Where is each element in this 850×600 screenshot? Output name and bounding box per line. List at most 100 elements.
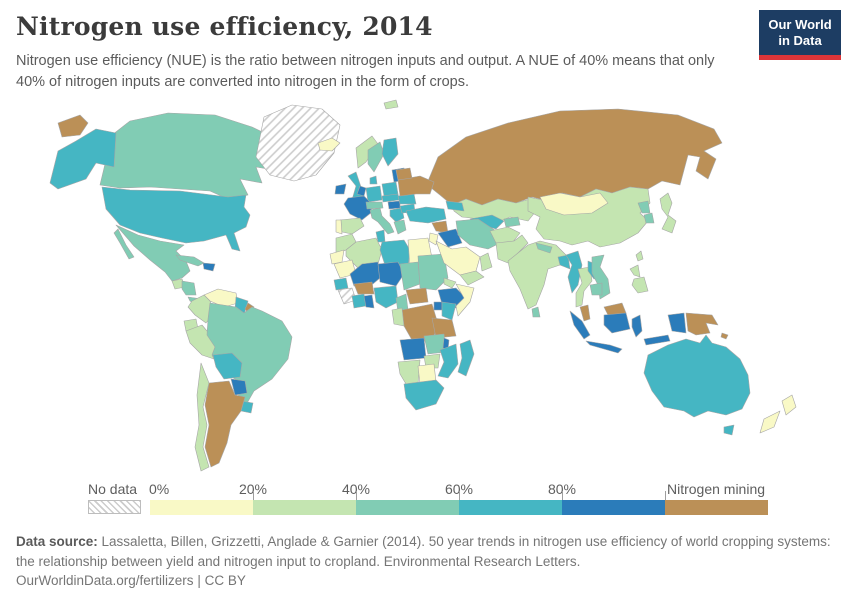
country-gabon-congo[interactable]: gabon-congo xyxy=(391,307,405,327)
country-belarus[interactable]: belarus xyxy=(395,167,413,181)
country-honduras-nicaragua[interactable]: honduras-nicaragua xyxy=(181,280,197,296)
country-western-sahara[interactable]: western-sahara xyxy=(329,249,345,265)
country-taiwan[interactable]: taiwan xyxy=(635,250,644,262)
country-iran[interactable]: iran xyxy=(455,218,501,250)
country-tunisia[interactable]: tunisia xyxy=(375,229,386,243)
country-iraq[interactable]: iraq xyxy=(437,228,463,248)
country-saudi-arabia[interactable]: saudi-arabia xyxy=(435,240,481,276)
country-pakistan[interactable]: pakistan xyxy=(495,234,529,264)
country-oman[interactable]: oman xyxy=(479,252,493,272)
country-russia[interactable]: russia xyxy=(427,108,723,206)
country-kazakhstan[interactable]: kazakhstan xyxy=(451,198,537,224)
owid-url-link[interactable]: OurWorldinData.org/fertilizers xyxy=(16,573,194,589)
country-paraguay[interactable]: paraguay xyxy=(230,378,248,396)
country-chad[interactable]: chad xyxy=(399,261,421,291)
country-hispaniola[interactable]: hispaniola xyxy=(202,262,216,272)
country-mexico[interactable]: mexico xyxy=(115,224,191,282)
legend-segment-60-80[interactable] xyxy=(459,500,562,515)
country-nepal[interactable]: nepal xyxy=(535,242,553,254)
country-cambodia[interactable]: cambodia xyxy=(589,282,603,296)
country-tasmania[interactable]: tasmania xyxy=(723,424,735,436)
legend-segment-0-20[interactable] xyxy=(150,500,253,515)
country-portugal[interactable]: portugal xyxy=(335,219,343,235)
country-caucasus[interactable]: caucasus xyxy=(445,200,465,212)
country-mozambique[interactable]: mozambique xyxy=(437,343,459,379)
country-somalia[interactable]: somalia xyxy=(455,283,475,317)
country-new-zealand-south[interactable]: new-zealand-south xyxy=(759,410,781,434)
country-spain[interactable]: spain xyxy=(339,217,365,235)
country-japan[interactable]: japan xyxy=(659,192,677,234)
country-brazil[interactable]: brazil xyxy=(206,302,293,406)
country-indonesia-borneo[interactable]: indonesia-borneo xyxy=(603,312,631,334)
country-burkina-faso[interactable]: burkina-faso xyxy=(353,281,375,295)
country-greenland[interactable]: greenland xyxy=(255,104,341,182)
country-denmark[interactable]: denmark xyxy=(369,175,378,185)
country-kyrgyzstan-tajikistan[interactable]: kyrgyzstan-tajikistan xyxy=(503,216,521,228)
country-madagascar[interactable]: madagascar xyxy=(457,339,475,377)
country-indonesia-lesser-sunda[interactable]: indonesia-lesser-sunda xyxy=(643,334,671,346)
owid-logo[interactable]: Our World in Data xyxy=(759,10,841,60)
country-iceland[interactable]: iceland xyxy=(317,137,341,152)
country-namibia[interactable]: namibia xyxy=(397,359,421,385)
country-bangladesh[interactable]: bangladesh xyxy=(557,254,571,270)
country-united-kingdom[interactable]: united-kingdom xyxy=(347,171,365,201)
country-angola[interactable]: angola xyxy=(399,337,427,361)
legend-segment-20-40[interactable] xyxy=(253,500,356,515)
country-argentina[interactable]: argentina xyxy=(204,380,246,468)
country-papua-new-guinea[interactable]: papua-new-guinea xyxy=(685,312,719,336)
country-united-states[interactable]: united-states xyxy=(101,186,251,252)
country-svalbard[interactable]: svalbard xyxy=(383,99,399,110)
country-philippines-luzon[interactable]: philippines-luzon xyxy=(629,264,641,278)
country-mongolia[interactable]: mongolia xyxy=(539,192,609,216)
country-jordan-israel[interactable]: jordan-israel xyxy=(428,232,439,246)
country-ukraine[interactable]: ukraine xyxy=(397,175,435,197)
country-indonesia-sumatra[interactable]: indonesia-sumatra xyxy=(569,310,591,340)
country-solomon-islands[interactable]: solomon-islands xyxy=(720,332,729,340)
country-turkey[interactable]: turkey xyxy=(405,206,447,224)
country-poland[interactable]: poland xyxy=(381,181,399,197)
country-eritrea-djibouti[interactable]: eritrea-djibouti xyxy=(443,277,457,289)
country-philippines-south[interactable]: philippines-south xyxy=(631,276,649,294)
country-algeria[interactable]: algeria xyxy=(345,237,383,271)
country-finland[interactable]: finland xyxy=(381,137,399,167)
country-cuba[interactable]: cuba xyxy=(175,254,205,267)
country-chile[interactable]: chile xyxy=(194,362,210,472)
country-greece[interactable]: greece xyxy=(393,219,407,235)
legend-no-data-swatch[interactable] xyxy=(88,500,141,514)
country-senegal[interactable]: senegal xyxy=(333,277,349,291)
country-afghanistan[interactable]: afghanistan xyxy=(489,226,521,244)
country-yemen[interactable]: yemen xyxy=(459,270,485,286)
country-france[interactable]: france xyxy=(343,195,373,221)
legend-segment-80-100[interactable] xyxy=(562,500,665,515)
country-malaysia-peninsula[interactable]: malaysia-peninsula xyxy=(579,304,591,322)
country-hungary[interactable]: hungary xyxy=(387,200,401,210)
country-nigeria[interactable]: nigeria xyxy=(373,285,399,309)
country-north-korea[interactable]: north-korea xyxy=(637,200,651,214)
country-ghana[interactable]: ghana xyxy=(363,294,375,309)
country-italy[interactable]: italy xyxy=(369,207,395,235)
country-australia[interactable]: australia xyxy=(643,334,751,418)
country-ireland[interactable]: ireland xyxy=(334,183,347,195)
country-sudan[interactable]: sudan xyxy=(417,253,449,291)
country-south-korea[interactable]: south-korea xyxy=(643,212,655,224)
country-russia-chukotka[interactable]: russia-chukotka xyxy=(57,114,89,138)
country-balkans[interactable]: balkans xyxy=(389,207,405,223)
country-austria-switzerland[interactable]: austria-switzerland xyxy=(365,201,384,210)
country-indonesia-sulawesi[interactable]: indonesia-sulawesi xyxy=(631,314,643,338)
country-alaska[interactable]: alaska xyxy=(49,128,117,190)
country-germany[interactable]: germany xyxy=(365,185,383,203)
legend-segment-mining[interactable] xyxy=(665,500,768,515)
country-central-african-republic[interactable]: central-african-republic xyxy=(405,287,429,305)
country-bolivia[interactable]: bolivia xyxy=(212,352,243,380)
country-south-africa[interactable]: south-africa xyxy=(403,379,445,411)
legend-segment-40-60[interactable] xyxy=(356,500,459,515)
country-new-zealand-north[interactable]: new-zealand-north xyxy=(781,394,797,416)
country-tanzania[interactable]: tanzania xyxy=(431,317,457,339)
country-indonesia-java[interactable]: indonesia-java xyxy=(585,340,623,354)
country-vietnam[interactable]: vietnam xyxy=(591,254,611,300)
country-india[interactable]: india xyxy=(507,240,567,310)
country-sri-lanka[interactable]: sri-lanka xyxy=(531,306,541,318)
country-myanmar[interactable]: myanmar xyxy=(565,250,583,294)
country-mexico-baja[interactable]: mexico-baja xyxy=(113,228,135,260)
country-niger[interactable]: niger xyxy=(377,261,405,287)
